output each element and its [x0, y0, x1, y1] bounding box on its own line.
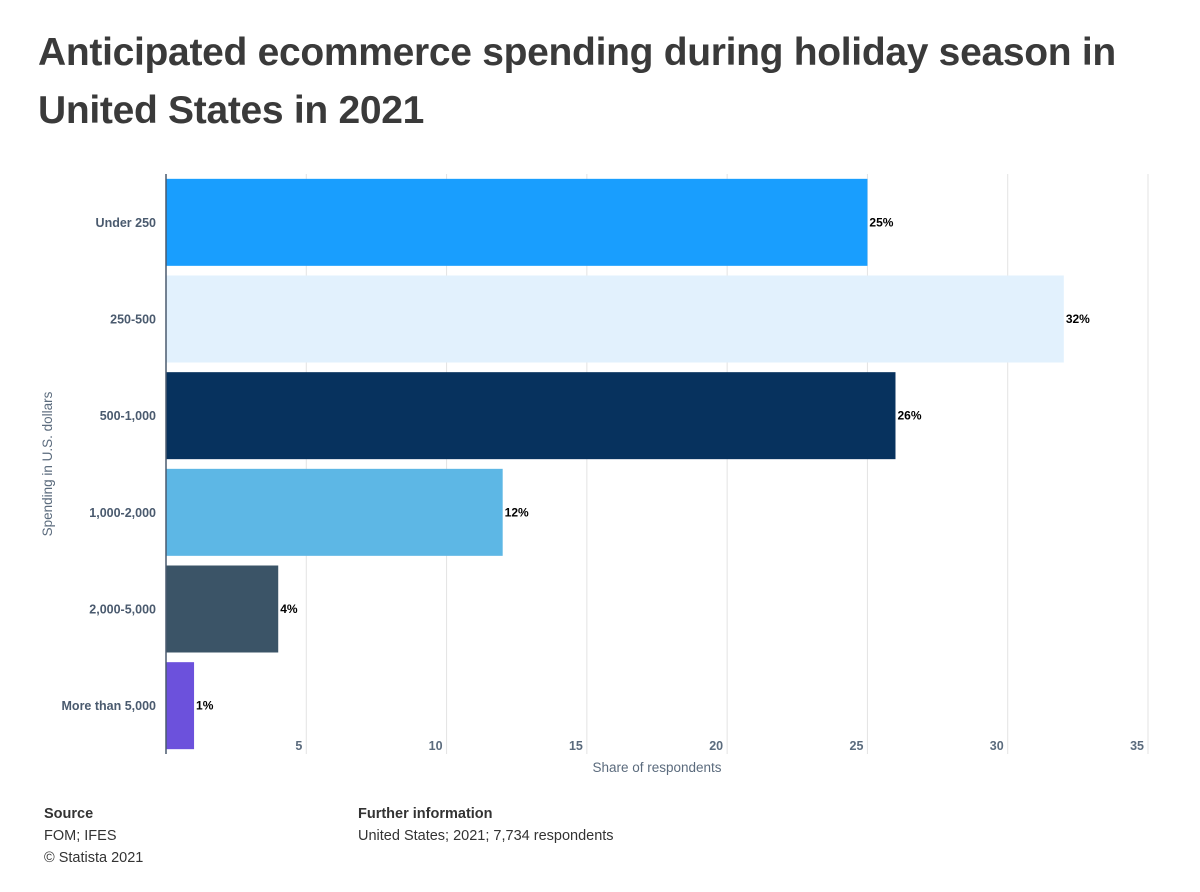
bar-5 [166, 662, 195, 750]
x-tick-label: 35 [1130, 739, 1144, 753]
category-label: 2,000-5,000 [89, 603, 156, 617]
category-label: Under 250 [96, 216, 156, 230]
bar-0 [166, 178, 868, 266]
x-tick-label: 15 [569, 739, 583, 753]
data-label: 32% [1066, 312, 1090, 326]
further-info-heading: Further information [358, 806, 493, 822]
bar-2 [166, 372, 896, 460]
x-tick-label: 25 [850, 739, 864, 753]
data-label: 26% [897, 409, 921, 423]
y-axis-title: Spending in U.S. dollars [40, 391, 55, 536]
bar-3 [166, 468, 503, 556]
x-tick-label: 30 [990, 739, 1004, 753]
x-tick-label: 10 [429, 739, 443, 753]
data-label: 4% [280, 602, 298, 616]
data-label: 12% [505, 505, 529, 519]
gridlines [305, 174, 1149, 754]
source-block: Source FOM; IFES © Statista 2021 [44, 804, 143, 869]
x-tick-label: 20 [709, 739, 723, 753]
source-text: FOM; IFES [44, 828, 117, 844]
data-label: 25% [869, 215, 893, 229]
x-tick-label: 5 [295, 739, 302, 753]
labels: 5 10 15 20 25 30 35 Under 250 25% 250-500 32% 500-1… [62, 215, 1145, 753]
category-label: 250-500 [110, 313, 156, 327]
chart-title: Anticipated ecommerce spending during ho… [38, 31, 1116, 132]
further-info-text: United States; 2021; 7,734 respondents [358, 828, 614, 844]
source-heading: Source [44, 806, 94, 822]
copyright-text: © Statista 2021 [44, 850, 144, 866]
bars [166, 178, 1064, 750]
bar-4 [166, 565, 279, 653]
bar-1 [166, 275, 1064, 363]
x-axis-title: Share of respondents [592, 760, 721, 775]
category-label: 500-1,000 [100, 409, 156, 423]
data-label: 1% [196, 699, 214, 713]
category-label: More than 5,000 [62, 699, 157, 713]
category-label: 1,000-2,000 [89, 506, 156, 520]
bar-chart: 5 10 15 20 25 30 35 Under 250 25% 250-500 32% 500-1… [40, 174, 1149, 775]
further-info-block: Further information United States; 2021;… [358, 804, 614, 847]
